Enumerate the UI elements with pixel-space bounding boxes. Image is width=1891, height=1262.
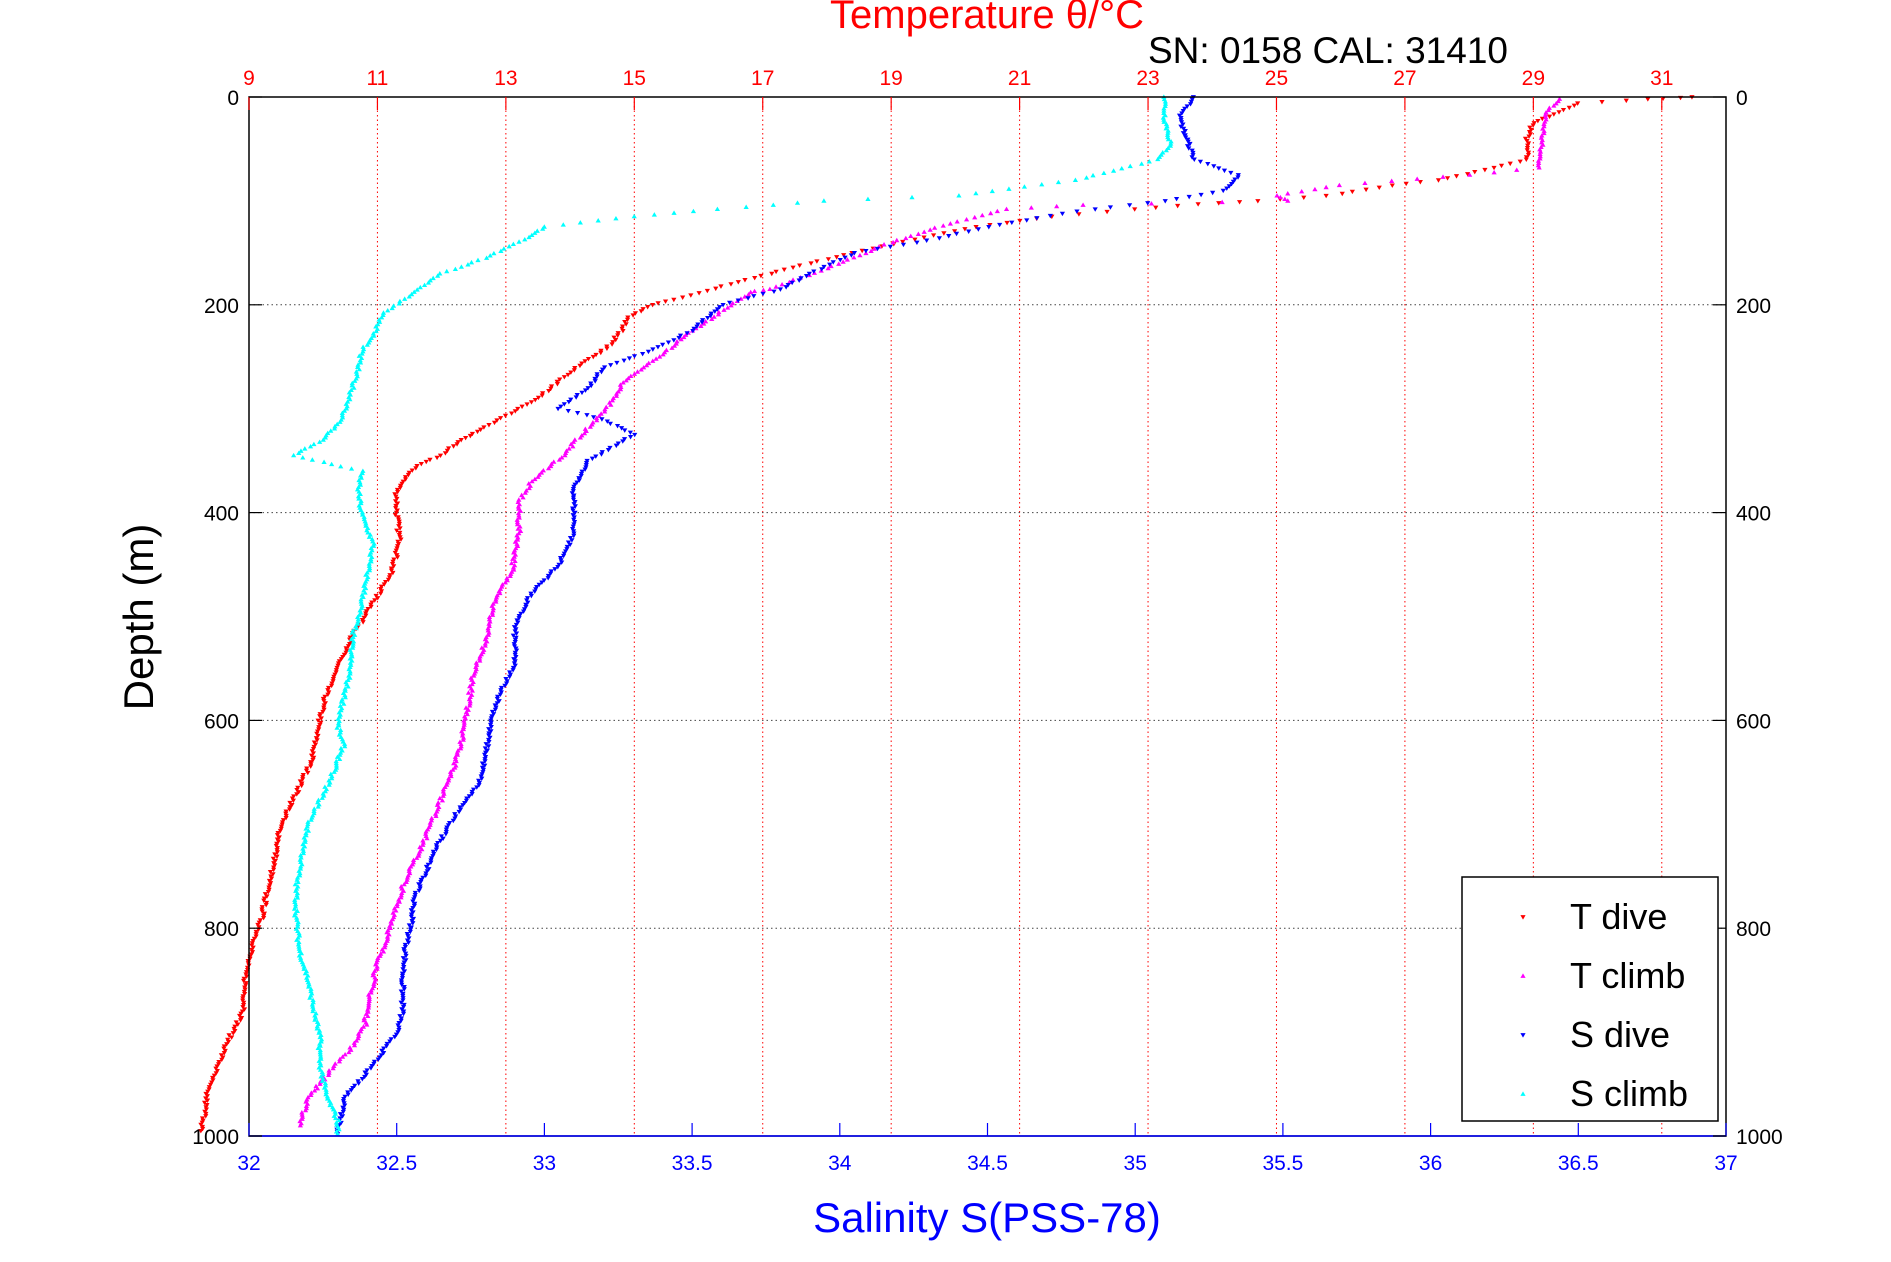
legend-marker-t-dive [1520,915,1526,920]
x2-tick-label: 25 [1265,67,1288,90]
x-tick-label: 33 [533,1152,556,1175]
x2-tick-label: 19 [879,67,902,90]
x2-tick-label: 13 [494,67,517,90]
y-axis-label: Depth (m) [115,524,162,711]
series-s-dive [334,95,1241,1137]
axis-ticks: 32 32.5 33 33.5 34 34.5 35 35.5 36 36.5 37 9 11 13 15 1… [192,67,1782,1175]
series-s-climb [291,94,1174,1136]
x-tick-label: 33.5 [672,1152,713,1175]
x-tick-label: 35.5 [1262,1152,1303,1175]
y-tick-label: 1000 [192,1126,239,1149]
y-right-tick-label: 0 [1736,87,1748,110]
legend-marker-s-dive [1520,1033,1526,1038]
chart-subtitle: SN: 0158 CAL: 31410 [1148,30,1508,71]
legend-marker-t-climb [1520,973,1526,978]
x-tick-label: 35 [1124,1152,1147,1175]
legend-marker-s-climb [1520,1091,1526,1096]
legend-label-t-climb: T climb [1570,955,1685,996]
x-tick-label: 36 [1419,1152,1442,1175]
x-tick-label: 37 [1714,1152,1737,1175]
y-tick-label: 0 [227,87,239,110]
x2-tick-label: 27 [1393,67,1416,90]
x2-tick-label: 15 [623,67,646,90]
legend-label-s-climb: S climb [1570,1073,1688,1114]
x-tick-label: 34 [828,1152,852,1175]
x2-tick-label: 11 [367,67,389,90]
y-right-tick-label: 200 [1736,295,1771,318]
y-right-tick-label: 400 [1736,503,1771,526]
x2-tick-label: 29 [1522,67,1545,90]
x2-tick-label: 23 [1136,67,1159,90]
x2-tick-label: 17 [751,67,774,90]
x2-tick-label: 9 [243,67,255,90]
y-right-tick-label: 800 [1736,918,1771,941]
legend-label-s-dive: S dive [1570,1014,1670,1055]
y-tick-label: 200 [204,295,239,318]
x-tick-label: 34.5 [967,1152,1008,1175]
series-markers-s-climb [291,94,1174,1136]
x2-tick-label: 31 [1650,67,1673,90]
series-t-climb [297,96,1563,1128]
y-tick-label: 600 [204,710,239,733]
legend: T dive T climb S dive S climb [1461,876,1719,1122]
x-axis-label: Salinity S(PSS-78) [813,1194,1161,1241]
series-markers-t-climb [297,96,1563,1128]
legend-label-t-dive: T dive [1570,896,1667,937]
legend-markers [1520,915,1526,1096]
series-markers-s-dive [334,95,1241,1137]
y-tick-label: 800 [204,918,239,941]
y-right-tick-label: 600 [1736,710,1771,733]
y-tick-label: 400 [204,503,239,526]
x-tick-label: 36.5 [1558,1152,1599,1175]
chart-title: Temperature θ/°C [830,0,1144,37]
x-tick-label: 32 [237,1152,260,1175]
legend-box [1461,876,1719,1122]
x2-tick-label: 21 [1008,67,1031,90]
x-tick-label: 32.5 [376,1152,417,1175]
y-right-tick-label: 1000 [1736,1126,1783,1149]
